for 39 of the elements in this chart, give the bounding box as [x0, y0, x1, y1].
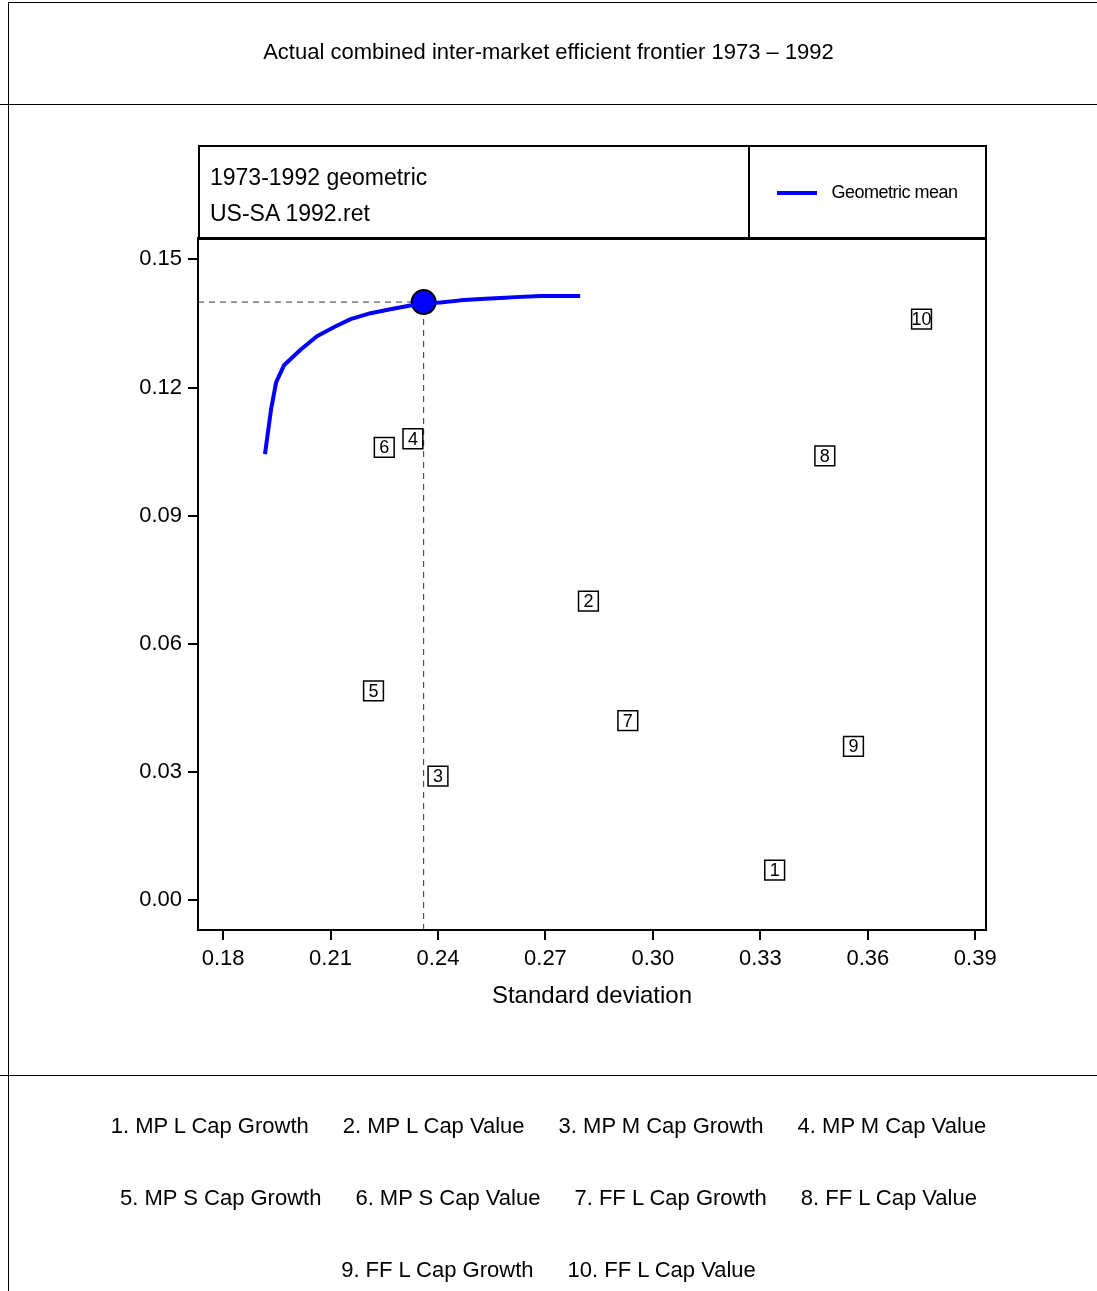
annotation: 9	[848, 736, 859, 757]
chart-title: Actual combined inter-market efficient frontier 1973 – 1992	[0, 0, 1097, 105]
annotation: 10	[911, 309, 932, 330]
x-tick-label: 0.33	[738, 945, 782, 971]
x-tick-label: 0.27	[524, 945, 567, 971]
y-tick-label: 0.09	[139, 501, 182, 527]
annotation: 3	[432, 766, 443, 787]
text: 9. FF L Cap Growth	[341, 1256, 534, 1284]
y-tick-label: 0.12	[139, 373, 182, 399]
text: 8. FF L Cap Value	[800, 1184, 977, 1212]
annotation: 1	[769, 860, 780, 881]
annotation: 2	[583, 591, 594, 612]
x-axis-title: Standard deviation	[491, 981, 693, 1009]
text: US-SA 1992.ret	[210, 199, 371, 228]
text: 1973-1992 geometric	[210, 163, 429, 192]
annotation: 6	[379, 437, 390, 458]
annotation: 4	[407, 428, 418, 449]
annotation: 5	[368, 680, 379, 701]
annotation: 7	[622, 710, 633, 731]
text: 3. MP M Cap Growth	[558, 1112, 764, 1140]
annotation: 8	[819, 445, 830, 466]
x-tick-label: 0.36	[846, 945, 890, 971]
text: 2. MP L Cap Value	[342, 1112, 525, 1140]
x-tick-label: 0.18	[201, 945, 245, 971]
text: 7. FF L Cap Growth	[574, 1184, 767, 1212]
y-tick-label: 0.00	[139, 886, 182, 912]
text: 4. MP M Cap Value	[797, 1112, 987, 1140]
text: 6. MP S Cap Value	[355, 1184, 541, 1212]
x-tick-label: 0.39	[953, 945, 997, 971]
legend-label: Geometric mean	[830, 182, 958, 203]
text: 1. MP L Cap Growth	[110, 1112, 309, 1140]
x-tick-label: 0.21	[309, 945, 352, 971]
x-tick-label: 0.30	[631, 945, 675, 971]
text: 10. FF L Cap Value	[567, 1256, 756, 1284]
text: 5. MP S Cap Growth	[120, 1184, 322, 1212]
y-tick-label: 0.06	[139, 629, 182, 655]
y-tick-label: 0.03	[139, 758, 182, 784]
x-tick-label: 0.24	[416, 945, 460, 971]
y-tick-label: 0.15	[139, 245, 182, 271]
